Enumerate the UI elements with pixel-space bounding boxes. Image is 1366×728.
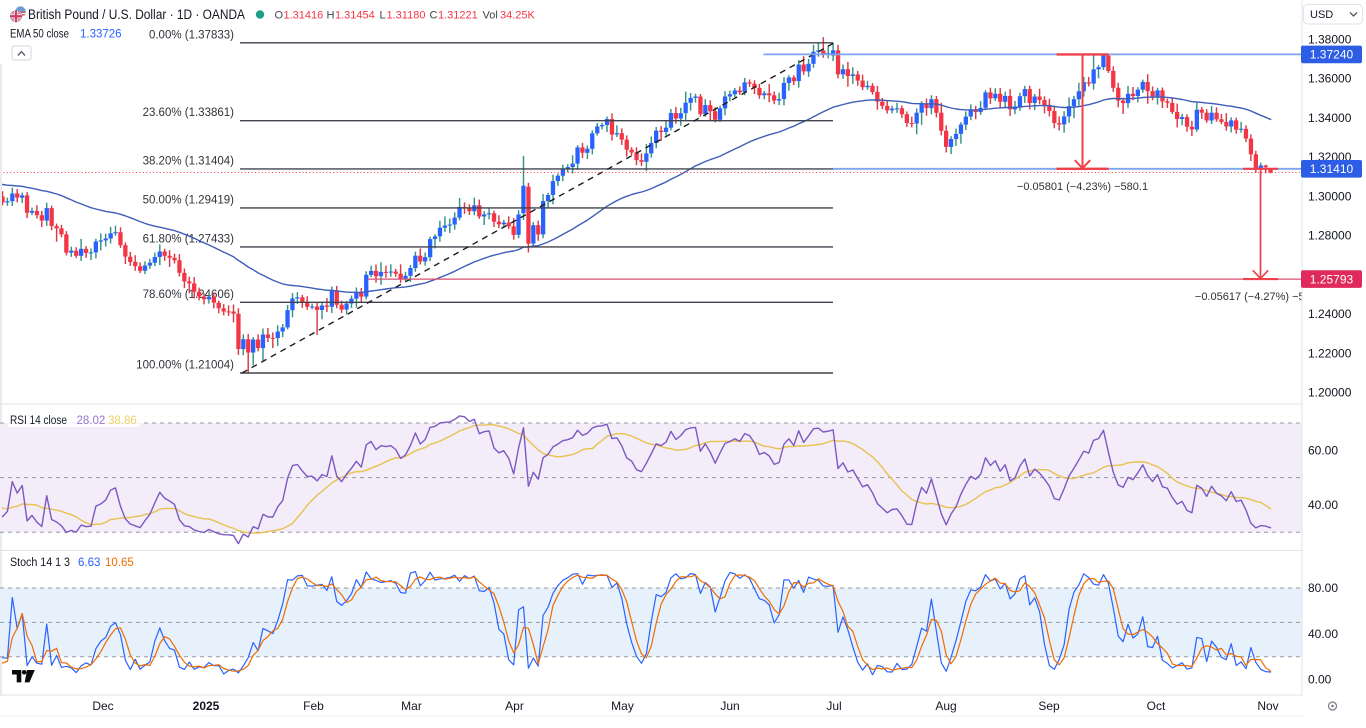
svg-text:1.31454: 1.31454 [335, 10, 375, 22]
svg-text:0.00% (1.37833): 0.00% (1.37833) [149, 29, 234, 41]
svg-text:Nov: Nov [1257, 699, 1278, 713]
svg-text:100.00% (1.21004): 100.00% (1.21004) [136, 360, 234, 372]
svg-text:−0.05801 (−4.23%) −580.1: −0.05801 (−4.23%) −580.1 [1017, 181, 1148, 193]
svg-text:6.63: 6.63 [78, 557, 100, 569]
svg-text:Aug: Aug [935, 699, 956, 713]
svg-text:RSI 14 close: RSI 14 close [10, 415, 67, 427]
svg-text:Oct: Oct [1147, 699, 1166, 713]
svg-text:British Pound / U.S. Dollar ·: British Pound / U.S. Dollar · 1D · OANDA [28, 7, 245, 22]
svg-text:34.25K: 34.25K [500, 10, 536, 22]
svg-text:EMA 50 close: EMA 50 close [10, 29, 69, 41]
svg-text:Stoch 14 1 3: Stoch 14 1 3 [10, 557, 70, 569]
svg-text:1.28000: 1.28000 [1308, 229, 1352, 243]
svg-text:1.20000: 1.20000 [1308, 386, 1352, 400]
svg-text:1.38000: 1.38000 [1308, 33, 1352, 47]
svg-text:40.00: 40.00 [1308, 627, 1338, 641]
svg-text:1.34000: 1.34000 [1308, 111, 1352, 125]
svg-text:23.60% (1.33861): 23.60% (1.33861) [143, 107, 235, 119]
svg-text:61.80% (1.27433): 61.80% (1.27433) [143, 233, 235, 245]
svg-text:Mar: Mar [401, 699, 422, 713]
svg-text:38.20% (1.31404): 38.20% (1.31404) [143, 155, 235, 167]
svg-text:Jul: Jul [826, 699, 841, 713]
svg-text:28.02: 28.02 [77, 415, 106, 427]
svg-text:1.25793: 1.25793 [1310, 272, 1354, 286]
svg-text:1.37240: 1.37240 [1310, 48, 1354, 62]
svg-text:1.22000: 1.22000 [1308, 347, 1352, 361]
svg-text:Feb: Feb [303, 699, 324, 713]
svg-text:1.36000: 1.36000 [1308, 72, 1352, 86]
svg-text:1.24000: 1.24000 [1308, 307, 1352, 321]
svg-text:1.31416: 1.31416 [284, 10, 324, 22]
svg-text:40.00: 40.00 [1308, 498, 1338, 512]
svg-text:60.00: 60.00 [1308, 443, 1338, 457]
svg-text:O: O [275, 10, 284, 22]
svg-text:C: C [430, 10, 438, 22]
svg-text:USD: USD [1310, 9, 1333, 21]
svg-text:Jun: Jun [720, 699, 739, 713]
svg-text:1.31180: 1.31180 [387, 10, 426, 22]
svg-text:80.00: 80.00 [1308, 581, 1338, 595]
svg-text:10.65: 10.65 [105, 557, 134, 569]
svg-text:−0.05617 (−4.27%) −561.7: −0.05617 (−4.27%) −561.7 [1195, 291, 1326, 303]
svg-text:May: May [611, 699, 634, 713]
svg-text:1.30000: 1.30000 [1308, 190, 1352, 204]
svg-text:H: H [327, 10, 335, 22]
svg-text:1.33726: 1.33726 [80, 29, 122, 41]
svg-text:0.00: 0.00 [1308, 673, 1332, 687]
svg-text:Vol: Vol [483, 10, 498, 22]
svg-text:2025: 2025 [193, 699, 220, 713]
svg-text:1.31221: 1.31221 [438, 10, 478, 22]
svg-text:38.86: 38.86 [108, 415, 137, 427]
svg-text:50.00% (1.29419): 50.00% (1.29419) [143, 194, 235, 206]
svg-text:78.60% (1.24606): 78.60% (1.24606) [143, 289, 235, 301]
svg-text:Sep: Sep [1038, 699, 1060, 713]
svg-text:1.31410: 1.31410 [1310, 162, 1354, 176]
svg-text:L: L [380, 10, 386, 22]
svg-text:Apr: Apr [505, 699, 524, 713]
svg-text:Dec: Dec [92, 699, 113, 713]
